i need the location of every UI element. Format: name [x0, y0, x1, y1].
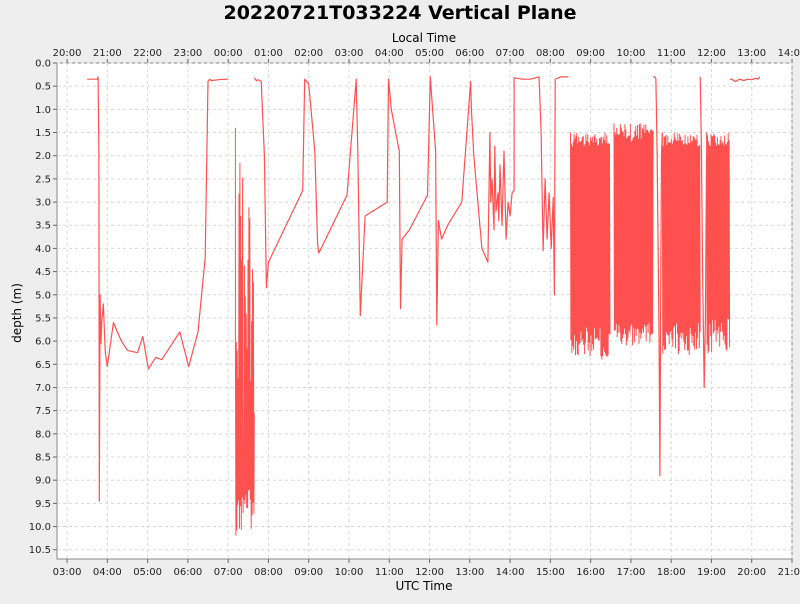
- local-tick-label: 23:00: [173, 48, 202, 59]
- chart-title: 20220721T033224 Vertical Plane: [223, 2, 576, 24]
- utc-tick-label: 08:00: [254, 567, 283, 578]
- local-tick-label: 06:00: [455, 48, 484, 59]
- depth-tick-label: 10.5: [29, 545, 51, 556]
- local-tick-label: 11:00: [657, 48, 686, 59]
- utc-tick-label: 12:00: [415, 567, 444, 578]
- depth-trace-segment-2: [253, 76, 569, 326]
- depth-tick-label: 6.0: [35, 337, 51, 348]
- local-tick-label: 02:00: [294, 48, 323, 59]
- local-tick-label: 09:00: [576, 48, 605, 59]
- dive-burst-4: [661, 132, 701, 356]
- utc-tick-label: 17:00: [616, 567, 645, 578]
- depth-tick-label: 4.0: [35, 244, 51, 255]
- plot-area: 03:00 20:00 04:00 21:00 05:00 22:00 06:00 23:00…: [29, 48, 800, 578]
- depth-tick-label: 2.5: [35, 174, 51, 185]
- local-tick-label: 12:00: [697, 48, 726, 59]
- depth-trace-segment-5: [729, 76, 761, 83]
- utc-tick-label: 05:00: [133, 567, 162, 578]
- dive-burst-1: [234, 127, 255, 536]
- utc-tick-label: 16:00: [576, 567, 605, 578]
- depth-tick-label: 3.0: [35, 198, 51, 209]
- local-tick-label: 14:00: [778, 48, 800, 59]
- local-tick-label: 20:00: [53, 48, 82, 59]
- dive-burst-2: [570, 132, 611, 360]
- utc-tick-label: 09:00: [294, 567, 323, 578]
- depth-trace-segment-1: [87, 76, 229, 502]
- utc-tick-label: 15:00: [536, 567, 565, 578]
- depth-tick-label: 0.0: [35, 59, 51, 70]
- utc-tick-label: 03:00: [53, 567, 82, 578]
- depth-tick-label: 2.0: [35, 151, 51, 162]
- utc-tick-label: 07:00: [214, 567, 243, 578]
- depth-tick-label: 0.5: [35, 82, 51, 93]
- utc-tick-label: 19:00: [697, 567, 726, 578]
- utc-tick-label: 14:00: [496, 567, 525, 578]
- depth-tick-label: 7.5: [35, 406, 51, 417]
- local-time-axis-label: Local Time: [392, 31, 456, 45]
- local-tick-label: 05:00: [415, 48, 444, 59]
- depth-tick-label: 3.5: [35, 221, 51, 232]
- dive-burst-3: [613, 123, 654, 346]
- depth-tick-label: 5.5: [35, 313, 51, 324]
- local-tick-label: 03:00: [335, 48, 364, 59]
- local-tick-label: 21:00: [93, 48, 122, 59]
- utc-tick-label: 21:00: [778, 567, 800, 578]
- local-tick-label: 13:00: [737, 48, 766, 59]
- depth-tick-label: 1.0: [35, 105, 51, 116]
- local-tick-label: 04:00: [375, 48, 404, 59]
- depth-tick-label: 1.5: [35, 128, 51, 139]
- depth-tick-label: 8.0: [35, 429, 51, 440]
- depth-tick-label: 6.5: [35, 360, 51, 371]
- utc-time-axis-label: UTC Time: [396, 579, 453, 593]
- depth-tick-label: 5.0: [35, 290, 51, 301]
- depth-tick-label: 9.5: [35, 499, 51, 510]
- dive-burst-5: [706, 132, 731, 354]
- utc-tick-label: 11:00: [375, 567, 404, 578]
- depth-tick-label: 8.5: [35, 453, 51, 464]
- utc-tick-label: 06:00: [173, 567, 202, 578]
- depth-trace-segment-3: [653, 76, 663, 477]
- utc-tick-label: 10:00: [335, 567, 364, 578]
- local-tick-label: 08:00: [536, 48, 565, 59]
- utc-tick-label: 04:00: [93, 567, 122, 578]
- depth-trace-segment-4: [699, 76, 708, 389]
- depth-tick-label: 7.0: [35, 383, 51, 394]
- depth-axis-label: depth (m): [10, 283, 24, 343]
- depth-tick-label: 10.0: [29, 522, 51, 533]
- local-tick-label: 01:00: [254, 48, 283, 59]
- local-tick-label: 22:00: [133, 48, 162, 59]
- local-tick-label: 07:00: [496, 48, 525, 59]
- utc-tick-label: 18:00: [657, 567, 686, 578]
- utc-tick-label: 13:00: [455, 567, 484, 578]
- local-tick-label: 10:00: [616, 48, 645, 59]
- depth-tick-label: 9.0: [35, 476, 51, 487]
- utc-tick-label: 20:00: [737, 567, 766, 578]
- local-tick-label: 00:00: [214, 48, 243, 59]
- depth-tick-label: 4.5: [35, 267, 51, 278]
